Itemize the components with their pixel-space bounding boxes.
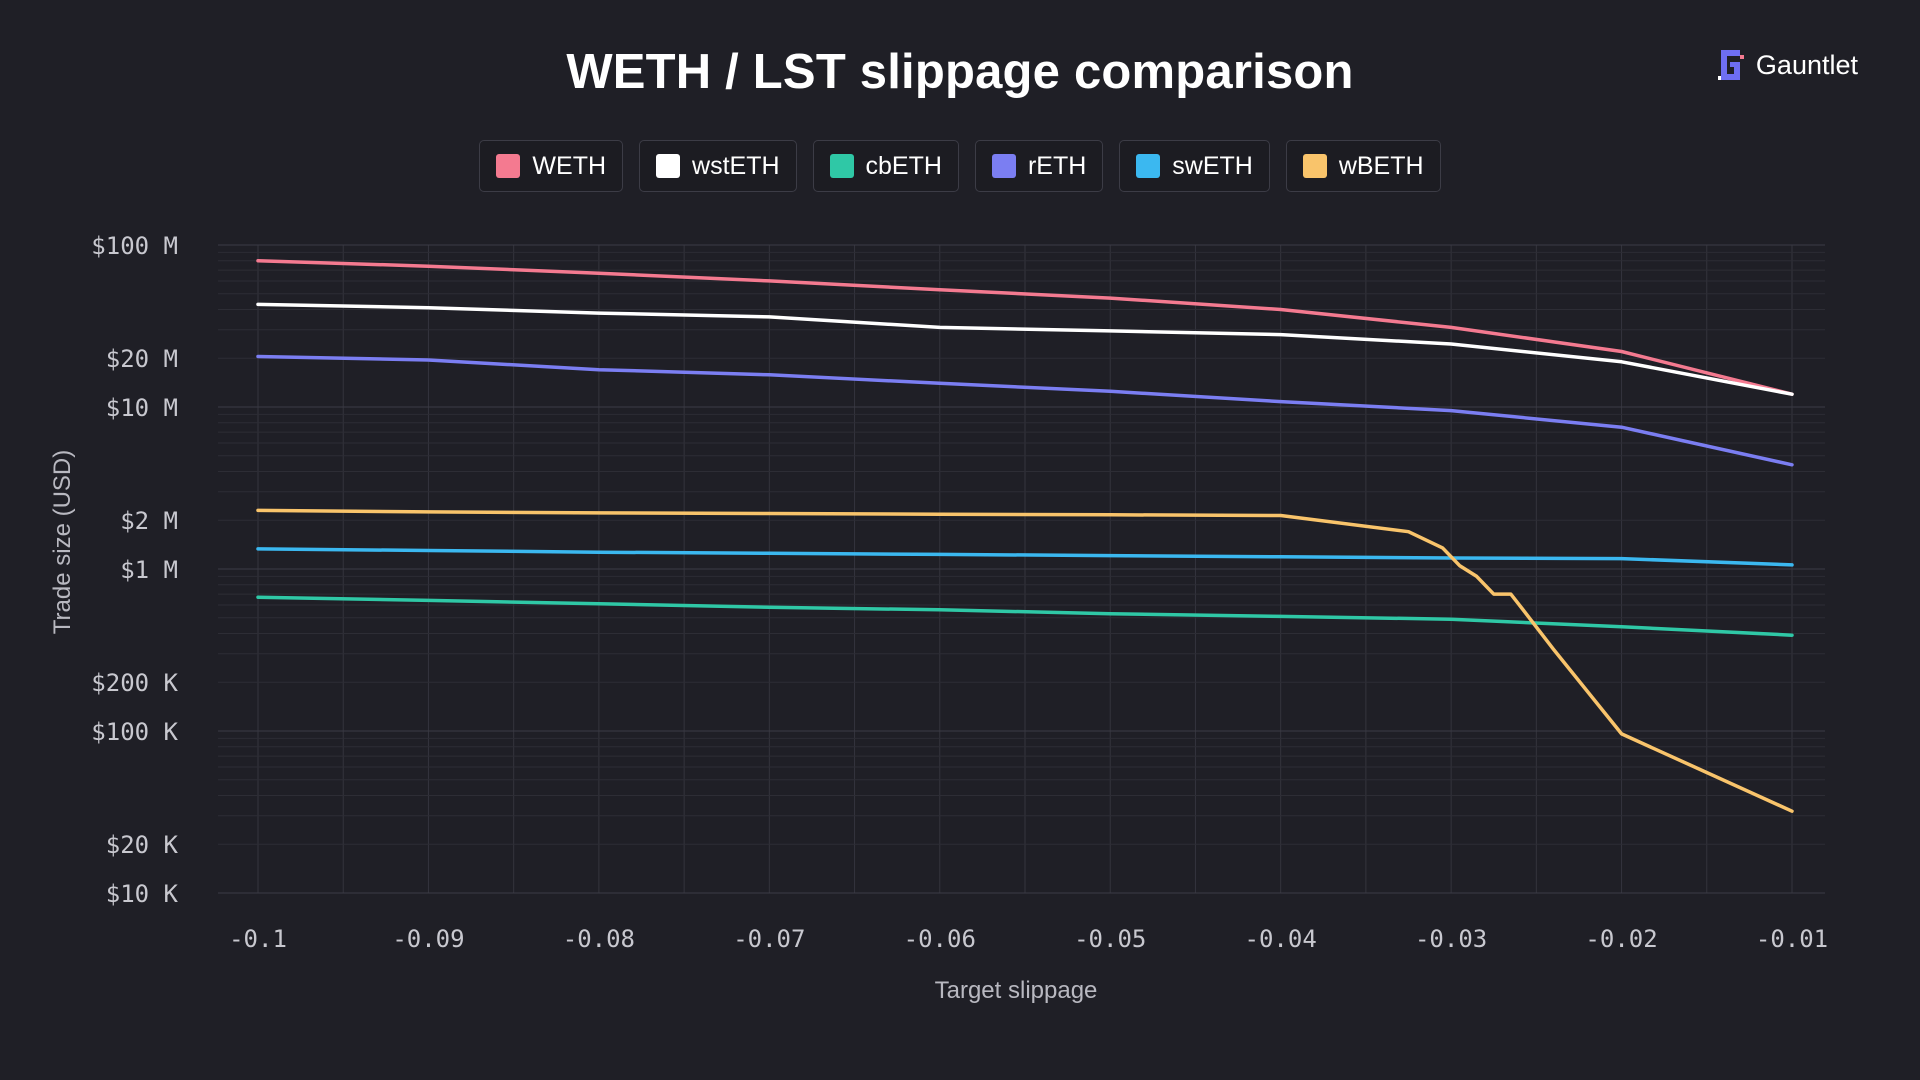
legend-label: WETH: [532, 151, 607, 180]
series-line-cbeth: [256, 595, 1794, 637]
legend-item-wsteth[interactable]: wstETH: [639, 140, 797, 192]
x-tick-label: -0.01: [1756, 925, 1828, 953]
x-axis-title: Target slippage: [935, 977, 1098, 1004]
x-tick-label: -0.1: [229, 925, 287, 953]
legend-item-sweth[interactable]: swETH: [1119, 140, 1270, 192]
series-line-weth: [256, 258, 1794, 396]
y-tick-label: $1 M: [120, 556, 178, 584]
y-tick-label: $10 K: [106, 880, 179, 908]
x-tick-label: -0.06: [904, 925, 976, 953]
y-tick-label: $2 M: [120, 507, 178, 535]
y-tick-label: $200 K: [91, 669, 178, 697]
legend-item-cbeth[interactable]: cbETH: [812, 140, 959, 192]
y-tick-label: $20 M: [106, 345, 178, 373]
legend-label: wstETH: [692, 151, 780, 180]
x-tick-label: -0.07: [733, 925, 805, 953]
series-line-wbeth: [256, 508, 1794, 813]
series-line-wsteth: [256, 302, 1794, 396]
legend-swatch: [1302, 154, 1327, 178]
series-line-reth: [256, 354, 1794, 467]
legend-swatch: [991, 154, 1016, 178]
gauntlet-logo-icon: [1717, 50, 1744, 80]
legend-swatch: [496, 154, 521, 178]
x-tick-label: -0.02: [1585, 925, 1657, 953]
legend-item-weth[interactable]: WETH: [479, 140, 624, 192]
brand-name: Gauntlet: [1755, 49, 1858, 80]
y-axis-title: Trade size (USD): [49, 450, 76, 634]
y-tick-label: $20 K: [106, 831, 179, 859]
x-tick-label: -0.09: [392, 925, 464, 953]
legend-item-wbeth[interactable]: wBETH: [1285, 140, 1441, 192]
legend-swatch: [829, 154, 854, 178]
legend-item-reth[interactable]: rETH: [974, 140, 1104, 192]
legend-label: swETH: [1172, 151, 1253, 180]
legend-label: wBETH: [1338, 151, 1424, 180]
x-tick-label: -0.03: [1415, 925, 1487, 953]
legend-label: rETH: [1027, 151, 1087, 180]
legend-swatch: [656, 154, 681, 178]
x-tick-label: -0.04: [1245, 925, 1317, 953]
y-tick-label: $10 M: [106, 394, 178, 422]
chart-legend: WETH wstETH cbETH rETH swETH wBETH: [0, 140, 1920, 192]
series-line-sweth: [256, 547, 1794, 567]
x-tick-label: -0.08: [563, 925, 635, 953]
chart-title: WETH / LST slippage comparison: [566, 45, 1354, 99]
y-tick-label: $100 M: [91, 232, 178, 260]
brand: Gauntlet: [1717, 48, 1858, 82]
y-tick-label: $100 K: [91, 718, 178, 746]
legend-swatch: [1136, 154, 1161, 178]
legend-label: cbETH: [865, 151, 942, 180]
x-tick-label: -0.05: [1074, 925, 1146, 953]
